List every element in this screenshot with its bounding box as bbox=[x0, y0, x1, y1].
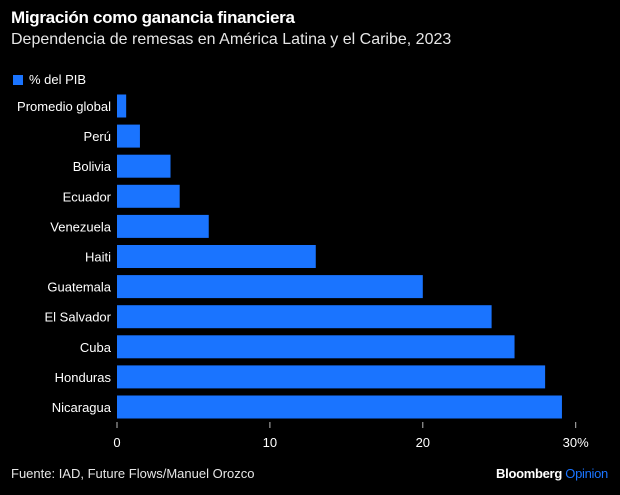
legend-swatch bbox=[13, 74, 23, 85]
x-tick-label: 10 bbox=[263, 435, 277, 450]
bar bbox=[117, 365, 546, 389]
chart-title: Migración como ganancia financiera bbox=[11, 8, 295, 27]
bar bbox=[117, 305, 492, 329]
category-label: Venezuela bbox=[50, 219, 111, 234]
bar bbox=[117, 184, 180, 208]
bar bbox=[117, 124, 140, 148]
bar bbox=[117, 154, 171, 178]
category-label: Bolivia bbox=[73, 159, 112, 174]
bar bbox=[117, 395, 562, 419]
source-note: Fuente: IAD, Future Flows/Manuel Orozco bbox=[11, 466, 255, 481]
category-label: Perú bbox=[84, 129, 111, 144]
chart-subtitle: Dependencia de remesas en América Latina… bbox=[11, 31, 452, 48]
category-label: Promedio global bbox=[17, 99, 111, 114]
brand-accent: Opinion bbox=[565, 466, 608, 481]
x-tick-label: 30% bbox=[563, 435, 589, 450]
x-tick-label: 0 bbox=[113, 435, 120, 450]
category-label: Guatemala bbox=[47, 280, 111, 295]
x-tick-label: 20 bbox=[416, 435, 430, 450]
bar bbox=[117, 245, 316, 268]
bar bbox=[117, 214, 209, 238]
brand-logo: Bloomberg Opinion bbox=[496, 466, 608, 481]
bar bbox=[117, 335, 515, 359]
legend: % del PIB bbox=[13, 72, 86, 87]
bar bbox=[117, 94, 127, 118]
category-label: Nicaragua bbox=[52, 400, 112, 415]
category-label: Haiti bbox=[85, 250, 111, 265]
category-label: Honduras bbox=[55, 370, 112, 385]
category-label: Cuba bbox=[80, 340, 112, 355]
category-label: Ecuador bbox=[63, 189, 112, 204]
category-label: El Salvador bbox=[45, 310, 112, 325]
legend-label: % del PIB bbox=[29, 72, 87, 87]
brand-main: Bloomberg bbox=[496, 466, 562, 481]
bar bbox=[117, 275, 423, 299]
